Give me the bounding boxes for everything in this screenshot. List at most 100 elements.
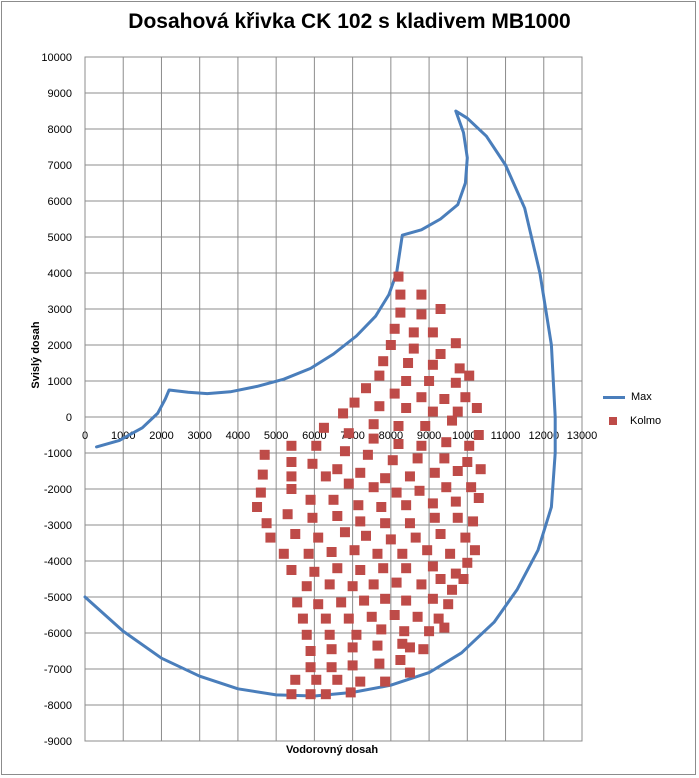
kolmo-point [360,530,371,541]
y-tick-label: 0 [66,412,72,424]
kolmo-point [443,599,454,610]
kolmo-point [395,307,406,318]
kolmo-point [441,437,452,448]
kolmo-point [378,563,389,574]
kolmo-point [418,644,429,655]
kolmo-point [385,534,396,545]
kolmo-point [460,532,471,543]
kolmo-point [368,419,379,430]
kolmo-point [320,689,331,700]
kolmo-point [414,485,425,496]
kolmo-point [368,433,379,444]
kolmo-point [320,471,331,482]
x-tick-label: 9000 [417,430,441,442]
kolmo-point [410,532,421,543]
x-tick-label: 1000 [111,430,135,442]
kolmo-point [395,655,406,665]
kolmo-point [351,629,362,640]
kolmo-point [347,642,358,653]
y-axis-label: Svislý dosah [30,321,42,389]
y-tick-label: -3000 [44,520,72,532]
kolmo-point [389,388,400,399]
kolmo-point [429,467,440,478]
kolmo-point [387,455,398,466]
kolmo-point [303,548,314,559]
y-tick-label: 8000 [48,124,72,136]
kolmo-point [336,597,347,608]
kolmo-point [301,629,312,640]
kolmo-point [441,482,452,493]
y-tick-label: -8000 [44,700,72,712]
kolmo-point [424,376,435,386]
kolmo-point [338,408,349,419]
y-tick-label: -9000 [44,736,72,748]
kolmo-point [355,676,366,687]
y-tick-label: 9000 [48,88,72,100]
kolmo-point [468,516,479,527]
kolmo-point [469,545,480,556]
kolmo-point [393,421,404,431]
kolmo-point [313,599,324,610]
kolmo-point [374,401,385,412]
kolmo-point [452,512,463,523]
kolmo-point [452,466,463,476]
kolmo-point [380,473,391,484]
kolmo-point [401,595,412,606]
x-tick-label: 5000 [264,430,288,442]
kolmo-point [311,674,322,685]
kolmo-point [408,327,419,338]
y-tick-label: 1000 [48,376,72,388]
kolmo-point [422,545,433,556]
kolmo-point [290,529,301,539]
y-tick-label: -1000 [44,448,72,460]
kolmo-point [464,370,475,381]
kolmo-point [286,565,297,575]
kolmo-point [471,403,482,413]
kolmo-point [380,676,391,687]
kolmo-point [450,496,461,507]
kolmo-point [278,548,289,559]
kolmo-point [320,613,331,624]
kolmo-point [313,532,324,543]
kolmo-point [452,406,463,417]
kolmo-point [401,500,412,511]
kolmo-point [343,428,354,439]
x-tick-label: 3000 [187,430,211,442]
kolmo-point [399,626,410,637]
kolmo-point [324,629,335,640]
kolmo-point [427,359,438,370]
kolmo-point [292,597,303,608]
kolmo-point [318,422,329,433]
kolmo-point [397,548,408,559]
kolmo-point [366,611,377,622]
kolmo-point [355,467,366,478]
kolmo-point [347,581,358,592]
kolmo-point [475,464,486,475]
kolmo-point [385,340,396,350]
kolmo-point [326,547,337,557]
kolmo-point [372,548,383,559]
kolmo-point [339,527,350,538]
kolmo-point [473,430,484,440]
kolmo-point [404,471,415,482]
kolmo-point [416,289,427,300]
kolmo-point [345,687,356,698]
legend: Max Kolmo [603,387,693,437]
kolmo-point [389,323,400,334]
max-curve-line [83,109,557,698]
kolmo-point [290,674,301,685]
x-tick-label: 0 [82,430,88,442]
y-tick-label: 6000 [48,196,72,208]
legend-square-marker [609,417,617,425]
kolmo-point [257,469,268,480]
kolmo-point [286,440,297,451]
kolmo-point [305,646,316,656]
kolmo-point [450,568,461,579]
legend-label-max: Max [631,391,652,403]
kolmo-point [464,440,475,451]
kolmo-point [439,453,450,464]
kolmo-point [355,516,366,527]
kolmo-point [391,577,402,588]
x-tick-label: 4000 [226,430,250,442]
chart-title: Dosahová křivka CK 102 s kladivem MB1000 [128,10,571,33]
